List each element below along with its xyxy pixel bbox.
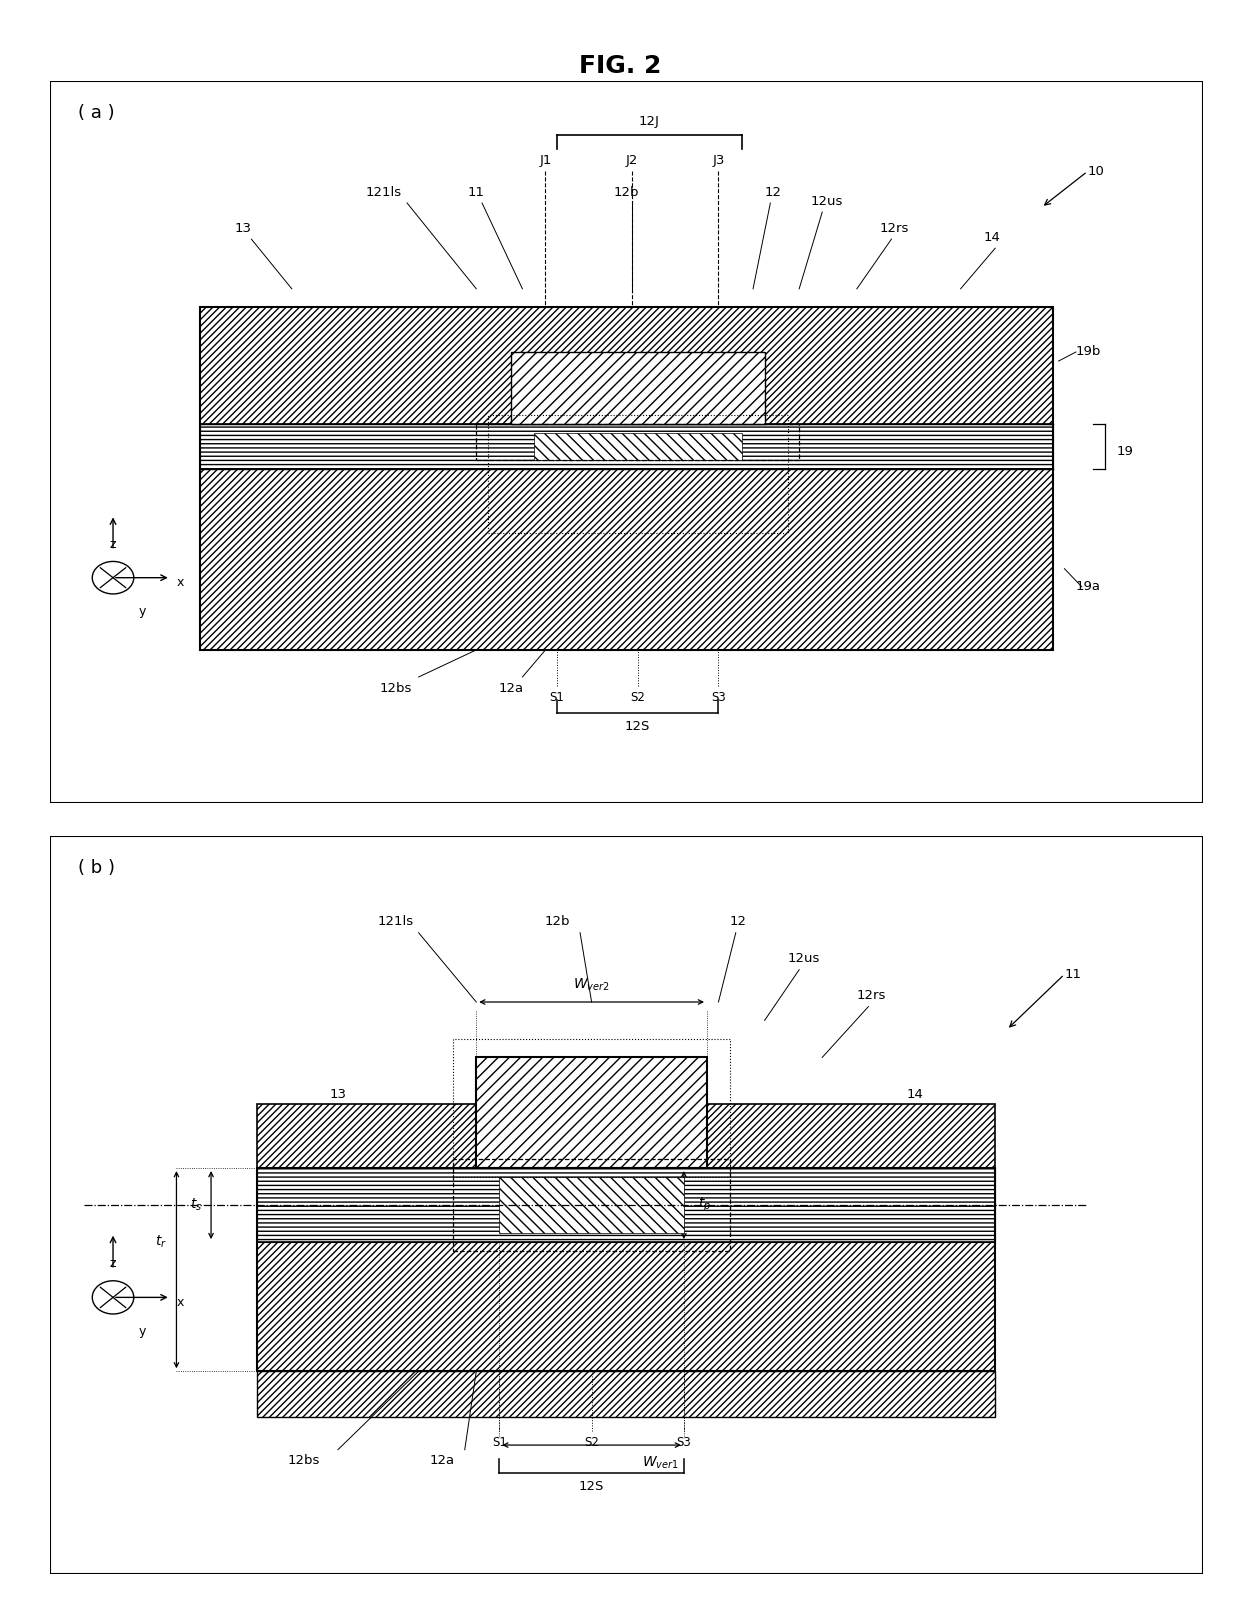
Text: 121ls: 121ls (366, 185, 402, 198)
Bar (500, 1177, 684, 1233)
Text: 121ls: 121ls (377, 915, 414, 928)
Text: J1: J1 (539, 154, 552, 167)
Bar (487, 415, 787, 532)
Text: 12b: 12b (544, 915, 569, 928)
Bar (454, 1159, 730, 1251)
Text: 12S: 12S (625, 721, 651, 734)
Text: S3: S3 (677, 1436, 691, 1449)
Text: 12: 12 (765, 185, 781, 198)
Text: S2: S2 (630, 690, 645, 703)
Text: 12a: 12a (498, 682, 523, 695)
Text: J3: J3 (712, 154, 724, 167)
Bar (476, 1058, 707, 1169)
Text: 12bs: 12bs (379, 682, 412, 695)
Text: $t_p$: $t_p$ (698, 1196, 711, 1214)
Text: $W_{ver2}$: $W_{ver2}$ (573, 977, 610, 993)
Text: y: y (138, 1324, 145, 1337)
Text: y: y (138, 605, 145, 618)
Bar (707, 1104, 996, 1169)
Bar (257, 1169, 996, 1242)
Text: 13: 13 (330, 1087, 346, 1100)
Text: 12bs: 12bs (288, 1454, 320, 1467)
Bar (257, 1371, 996, 1417)
Bar (257, 1104, 476, 1169)
Text: 12J: 12J (639, 115, 660, 128)
Text: FIG. 2: FIG. 2 (579, 54, 661, 78)
Text: x: x (176, 1295, 184, 1308)
Bar (476, 1058, 707, 1169)
Bar (476, 424, 800, 461)
Text: $t_s$: $t_s$ (190, 1196, 202, 1214)
Text: 12us: 12us (811, 195, 843, 208)
Text: ( b ): ( b ) (78, 859, 115, 876)
Text: 12a: 12a (429, 1454, 454, 1467)
Text: 19a: 19a (1076, 579, 1101, 594)
Text: 10: 10 (1087, 166, 1105, 179)
Bar (200, 469, 1053, 649)
Text: ( a ): ( a ) (78, 104, 115, 122)
Bar (534, 433, 742, 461)
Text: 12: 12 (730, 915, 746, 928)
Text: S2: S2 (584, 1436, 599, 1449)
Text: 19b: 19b (1076, 346, 1101, 359)
Text: 11: 11 (467, 185, 485, 198)
Text: z: z (110, 537, 117, 550)
Text: 12rs: 12rs (880, 222, 909, 235)
Text: 14: 14 (906, 1087, 923, 1100)
Text: S1: S1 (492, 1436, 507, 1449)
Text: $t_n$: $t_n$ (663, 1105, 676, 1121)
Text: 12us: 12us (787, 953, 820, 966)
Text: 12S: 12S (579, 1480, 604, 1493)
Bar (511, 352, 765, 424)
Text: S1: S1 (549, 690, 564, 703)
Text: 13: 13 (234, 222, 252, 235)
Bar (200, 424, 1053, 469)
Bar (257, 1242, 996, 1371)
Text: x: x (176, 576, 184, 589)
Text: S3: S3 (711, 690, 725, 703)
Text: 19: 19 (1116, 445, 1133, 458)
Text: 14: 14 (983, 230, 1001, 243)
Text: 11: 11 (1064, 967, 1081, 980)
Text: 12b: 12b (614, 185, 639, 198)
Text: 12rs: 12rs (857, 988, 887, 1001)
Bar (200, 307, 1053, 649)
Bar (454, 1039, 730, 1177)
Bar (257, 1169, 996, 1371)
Text: $W_{ver1}$: $W_{ver1}$ (642, 1454, 680, 1470)
Bar (200, 307, 1053, 424)
Text: $t_r$: $t_r$ (155, 1233, 167, 1250)
Text: z: z (110, 1256, 117, 1269)
Text: J2: J2 (626, 154, 639, 167)
